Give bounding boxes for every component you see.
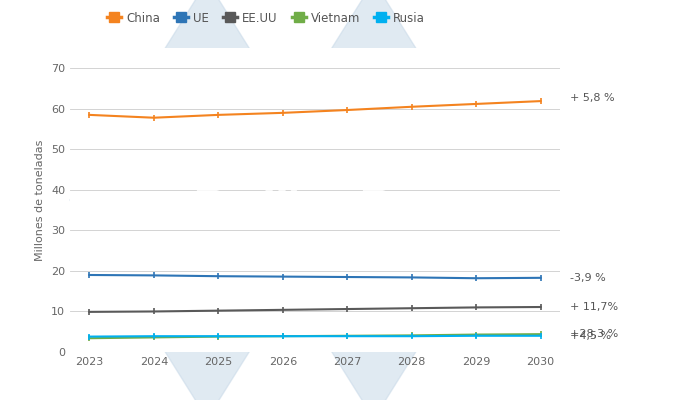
Text: 3: 3 (349, 166, 399, 234)
Text: +4,5 %: +4,5 % (570, 331, 611, 341)
Text: + 11,7%: + 11,7% (570, 302, 618, 312)
Text: + 5,8 %: + 5,8 % (570, 93, 615, 103)
Text: %: % (262, 173, 318, 227)
Y-axis label: Millones de toneladas: Millones de toneladas (36, 139, 46, 261)
Text: 3: 3 (182, 166, 232, 234)
Legend: China, UE, EE.UU, Vietnam, Rusia: China, UE, EE.UU, Vietnam, Rusia (102, 7, 430, 29)
Text: -3,9 %: -3,9 % (570, 273, 606, 283)
Text: +28,3 %: +28,3 % (570, 329, 618, 339)
